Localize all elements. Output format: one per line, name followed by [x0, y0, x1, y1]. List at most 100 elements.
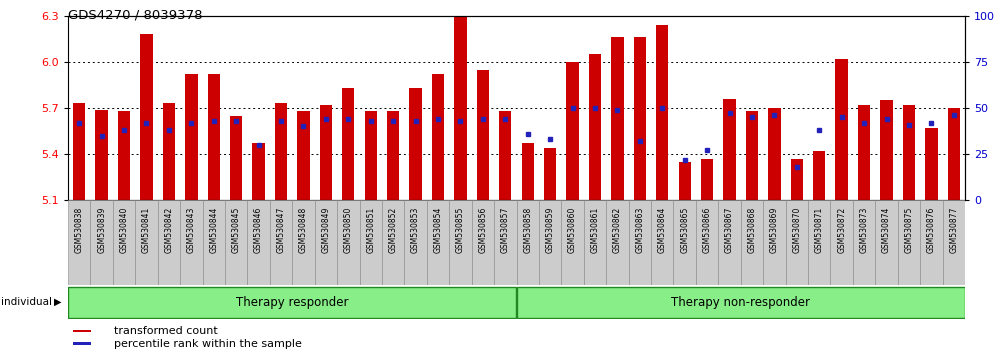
Bar	[382, 200, 404, 285]
Bar	[763, 200, 786, 285]
Bar	[163, 103, 175, 200]
Bar	[651, 200, 673, 285]
Text: GSM530848: GSM530848	[299, 207, 308, 253]
Bar	[835, 59, 848, 200]
Bar	[208, 74, 220, 200]
Bar	[606, 200, 629, 285]
Bar	[656, 25, 668, 200]
Bar	[113, 200, 135, 285]
Text: GSM530854: GSM530854	[434, 207, 443, 253]
Text: GSM530857: GSM530857	[501, 207, 510, 253]
Text: GSM530859: GSM530859	[546, 207, 555, 253]
Bar	[365, 111, 377, 200]
Bar	[315, 200, 337, 285]
Text: GSM530862: GSM530862	[613, 207, 622, 253]
Text: GSM530845: GSM530845	[232, 207, 241, 253]
Text: GSM530842: GSM530842	[164, 207, 173, 253]
Text: GSM530838: GSM530838	[75, 207, 84, 253]
Bar	[561, 200, 584, 285]
Bar	[360, 200, 382, 285]
Bar	[880, 100, 893, 200]
Bar	[140, 34, 153, 200]
Bar	[566, 62, 579, 200]
Bar	[292, 200, 315, 285]
Bar	[584, 200, 606, 285]
Bar	[741, 200, 763, 285]
Bar	[768, 108, 781, 200]
Bar	[629, 200, 651, 285]
Bar	[252, 143, 265, 200]
Text: GSM530875: GSM530875	[904, 207, 913, 253]
FancyBboxPatch shape	[68, 287, 516, 318]
Text: GSM530868: GSM530868	[747, 207, 756, 253]
Text: GSM530866: GSM530866	[703, 207, 712, 253]
Bar	[589, 54, 601, 200]
Bar	[73, 342, 91, 345]
Text: GSM530860: GSM530860	[568, 207, 577, 253]
Bar	[539, 200, 561, 285]
Bar	[544, 148, 556, 200]
Text: GSM530853: GSM530853	[411, 207, 420, 253]
Bar	[337, 200, 360, 285]
Bar	[920, 200, 943, 285]
Text: individual: individual	[1, 297, 52, 307]
Bar	[158, 200, 180, 285]
Bar	[320, 105, 332, 200]
Text: GSM530841: GSM530841	[142, 207, 151, 253]
Bar	[404, 200, 427, 285]
Bar	[449, 200, 472, 285]
Bar	[432, 74, 444, 200]
Text: GDS4270 / 8039378: GDS4270 / 8039378	[68, 9, 202, 22]
Bar	[95, 109, 108, 200]
Text: GSM530876: GSM530876	[927, 207, 936, 253]
Bar	[68, 200, 90, 285]
Text: percentile rank within the sample: percentile rank within the sample	[114, 339, 301, 349]
Text: ▶: ▶	[54, 297, 62, 307]
Text: GSM530850: GSM530850	[344, 207, 353, 253]
Bar	[275, 103, 287, 200]
Bar	[499, 111, 511, 200]
Bar	[203, 200, 225, 285]
Bar	[746, 111, 758, 200]
Text: GSM530852: GSM530852	[389, 207, 398, 253]
Bar	[679, 162, 691, 200]
Bar	[611, 38, 624, 200]
Text: Therapy responder: Therapy responder	[236, 296, 349, 309]
Bar	[270, 200, 292, 285]
FancyBboxPatch shape	[517, 287, 965, 318]
Bar	[786, 200, 808, 285]
Bar	[903, 105, 915, 200]
Bar	[808, 200, 830, 285]
Text: GSM530858: GSM530858	[523, 207, 532, 253]
Text: GSM530849: GSM530849	[321, 207, 330, 253]
Text: GSM530877: GSM530877	[949, 207, 958, 253]
Bar	[813, 151, 825, 200]
Text: GSM530874: GSM530874	[882, 207, 891, 253]
Text: GSM530873: GSM530873	[860, 207, 869, 253]
Bar	[135, 200, 158, 285]
Bar	[230, 116, 242, 200]
Text: GSM530865: GSM530865	[680, 207, 689, 253]
Bar	[858, 105, 870, 200]
Text: GSM530872: GSM530872	[837, 207, 846, 253]
Bar	[853, 200, 875, 285]
Text: GSM530871: GSM530871	[815, 207, 824, 253]
Bar	[73, 330, 91, 332]
Bar	[517, 200, 539, 285]
Bar	[925, 128, 938, 200]
Text: GSM530863: GSM530863	[635, 207, 644, 253]
Bar	[948, 108, 960, 200]
Bar	[701, 159, 713, 200]
Bar	[477, 70, 489, 200]
Bar	[522, 143, 534, 200]
Bar	[898, 200, 920, 285]
Bar	[718, 200, 741, 285]
Bar	[427, 200, 449, 285]
Text: GSM530843: GSM530843	[187, 207, 196, 253]
Text: transformed count: transformed count	[114, 326, 217, 336]
Text: GSM530855: GSM530855	[456, 207, 465, 253]
Text: GSM530840: GSM530840	[120, 207, 129, 253]
Bar	[454, 17, 467, 200]
Bar	[494, 200, 516, 285]
Text: GSM530844: GSM530844	[209, 207, 218, 253]
